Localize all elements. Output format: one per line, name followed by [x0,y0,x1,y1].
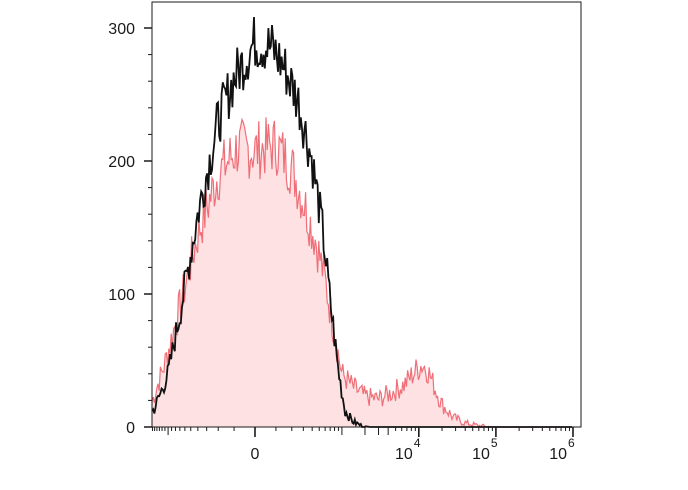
y-tick-label: 200 [108,154,135,171]
y-tick-label: 300 [108,21,135,38]
x-tick-label: 0 [251,446,260,463]
y-axis: 0 100 200 300 [108,21,152,437]
plot-area [151,16,572,429]
x-tick-label: 10 [472,446,490,463]
x-tick-label: 10 [395,446,413,463]
x-tick-label: 10 [549,446,567,463]
sample-histogram-area [152,117,572,428]
y-tick-label: 100 [108,287,135,304]
x-tick-exponent: 6 [568,436,575,450]
x-tick-exponent: 4 [414,436,421,450]
x-tick-exponent: 5 [491,436,498,450]
y-tick-label: 0 [126,420,135,437]
